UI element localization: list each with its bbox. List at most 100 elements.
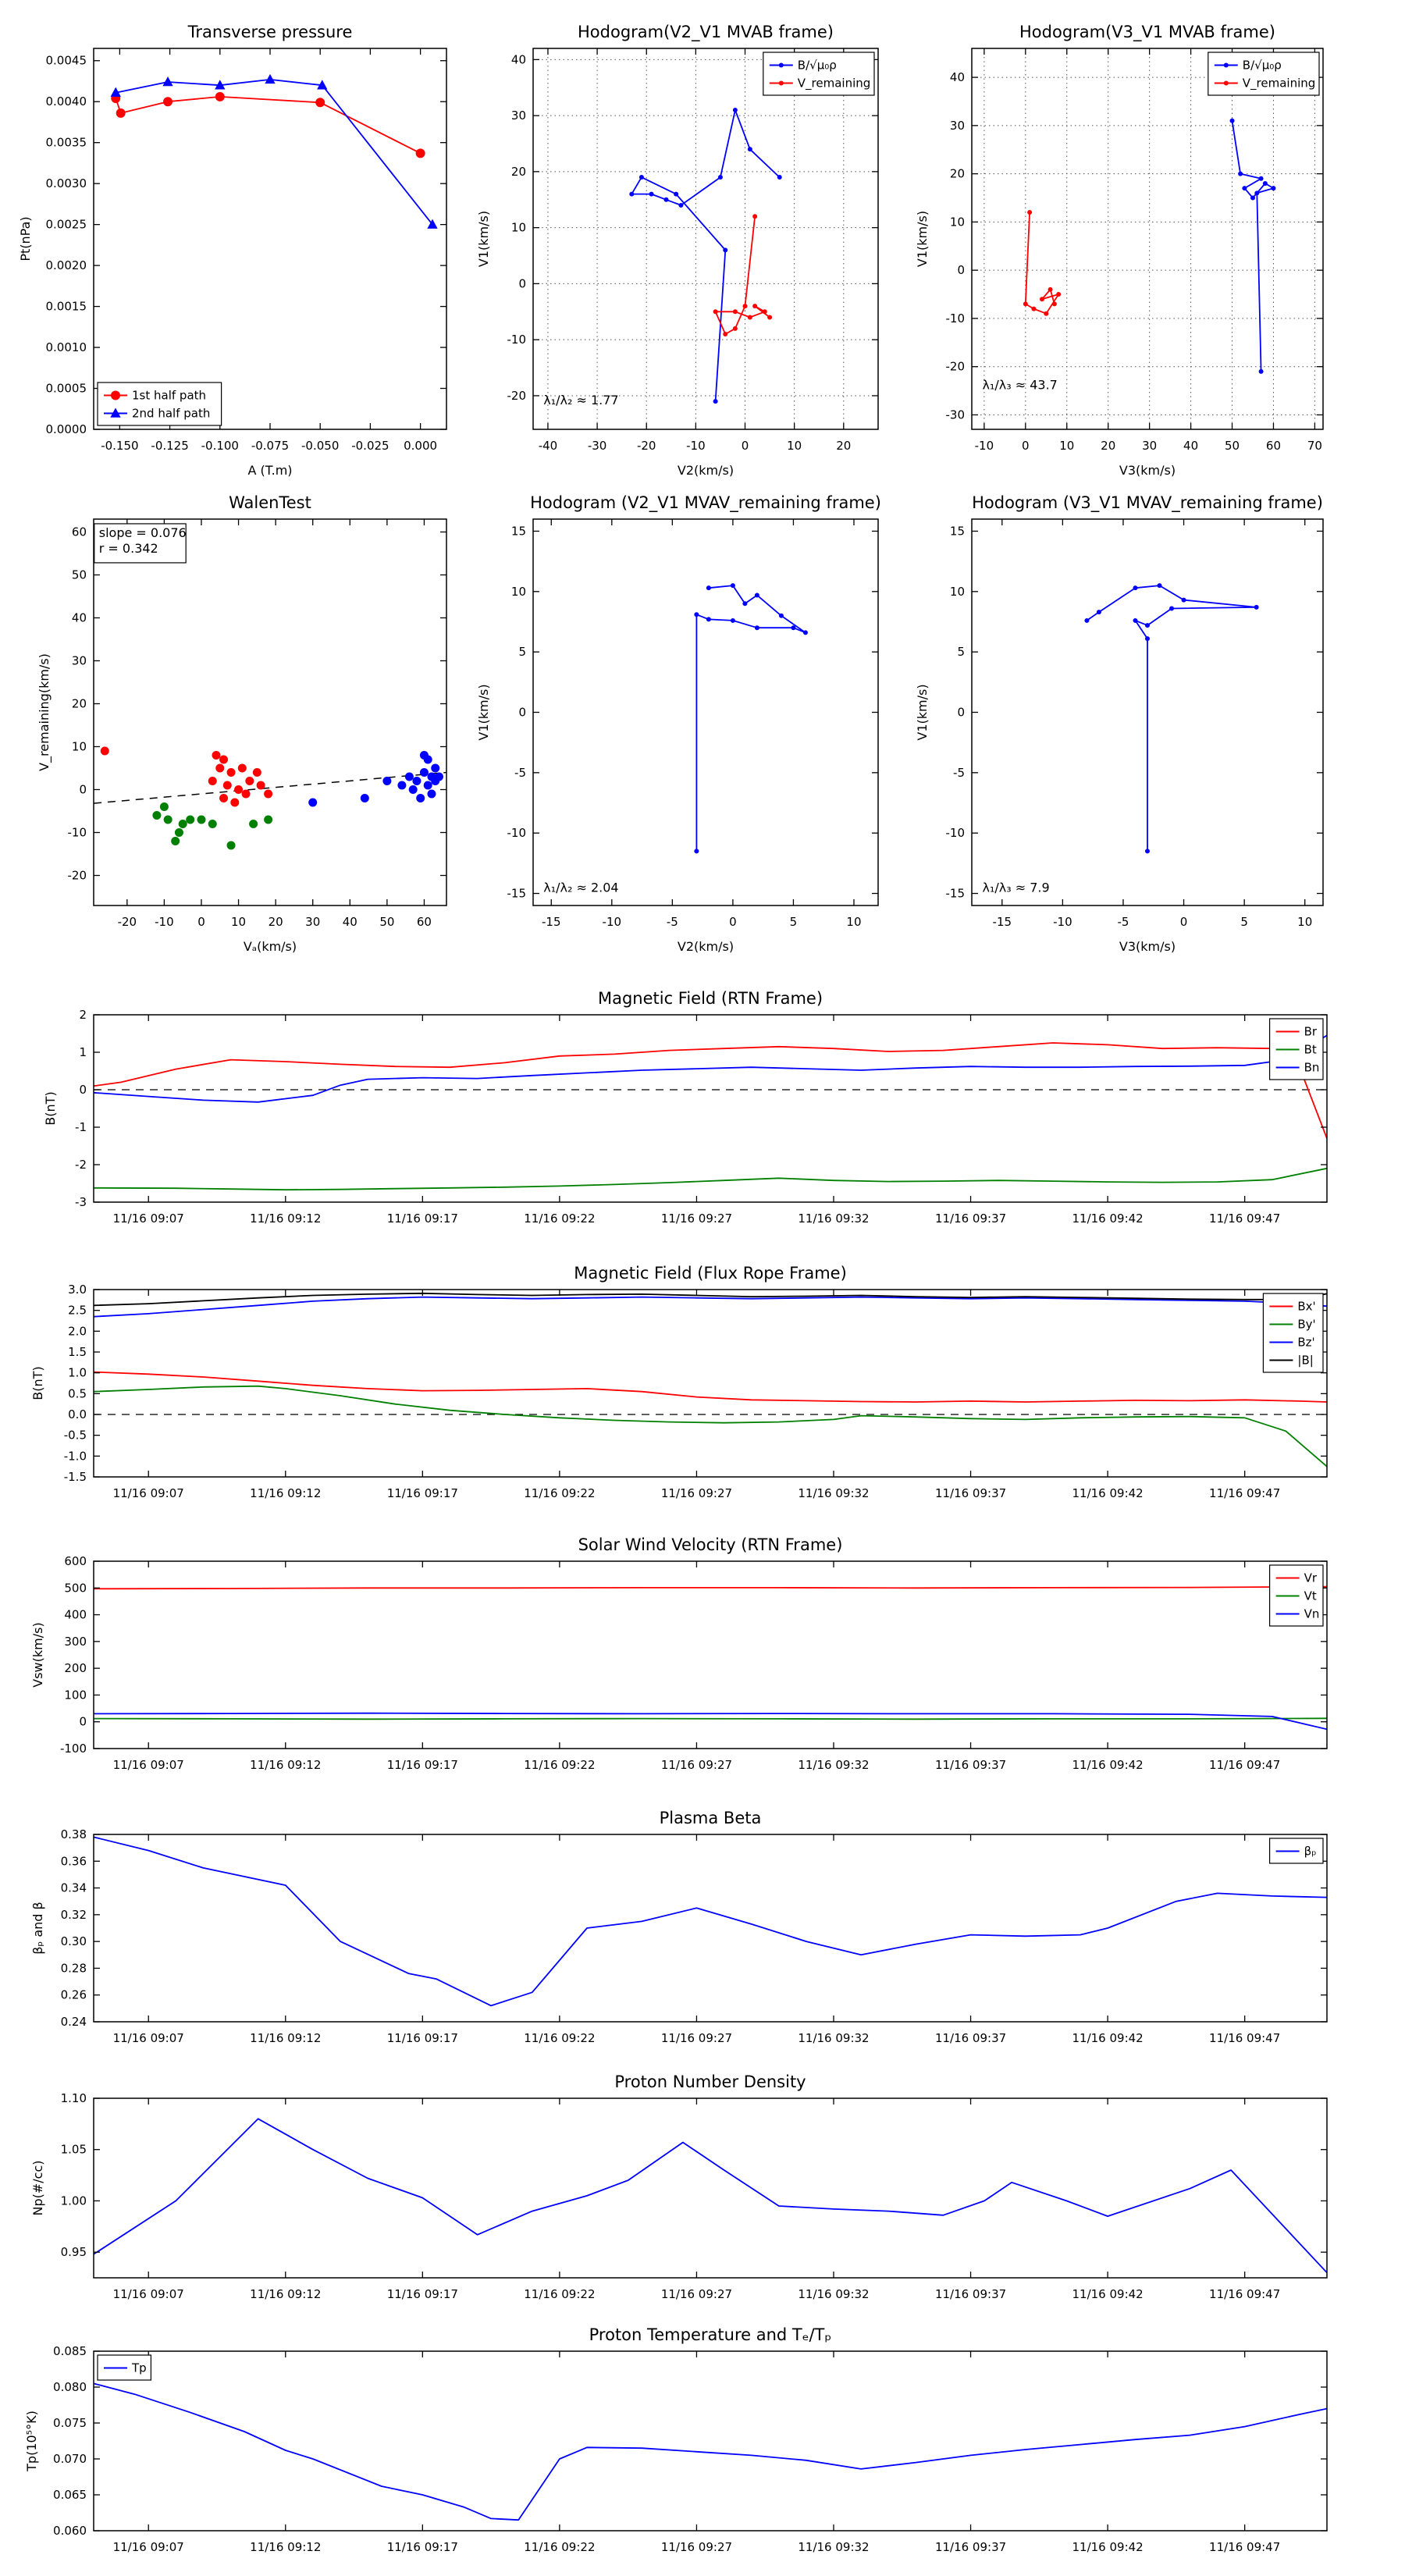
x-tick-label: 11/16 09:22 [524,1212,595,1226]
x-tick-label: 10 [846,915,861,929]
annotation: λ₁/λ₃ ≈ 43.7 [983,378,1058,393]
x-tick-label: 11/16 09:12 [250,1758,321,1772]
y-tick-label: -1.0 [64,1449,87,1463]
x-axis-label: V2(km/s) [678,463,734,478]
y-tick-label: 10 [950,585,965,599]
y-tick-label: 2.5 [68,1304,87,1318]
x-tick-label: 0 [729,915,737,929]
y-tick-label: -5 [953,766,965,780]
x-tick-label: 11/16 09:37 [935,1486,1006,1500]
y-tick-label: 1.00 [61,2194,87,2208]
panel-title: Plasma Beta [660,1809,762,1827]
x-tick-label: 11/16 09:17 [387,1212,458,1226]
legend-label: |B| [1297,1354,1313,1368]
legend: Br Bt Bn [1268,1018,1324,1080]
x-tick-label: -10 [155,915,174,929]
y-tick-label: -3 [75,1195,87,1209]
x-tick-label: 11/16 09:37 [935,2031,1006,2045]
x-tick-label: 11/16 09:27 [661,1212,732,1226]
y-tick-label: 0.26 [61,1988,87,2002]
y-tick-label: -1 [75,1120,87,1134]
y-tick-label: 1.5 [68,1345,87,1359]
y-tick-label: 400 [64,1608,87,1622]
x-tick-label: 10 [1297,915,1312,929]
series-fit-line [94,771,446,804]
y-axis-label: V1(km/s) [915,211,930,267]
panel-title: Magnetic Field (Flux Rope Frame) [574,1264,847,1283]
x-tick-label: 11/16 09:42 [1072,1758,1143,1772]
legend-label: V_remaining [798,76,871,91]
y-tick-label: -30 [946,407,966,422]
x-tick-label: -30 [588,439,607,453]
y-tick-label: 10 [511,221,526,235]
x-tick-label: 11/16 09:17 [387,2540,458,2554]
y-tick-label: -5 [514,766,526,780]
x-tick-label: 0 [742,439,749,453]
y-axis-label: V_remaining(km/s) [37,653,52,771]
x-tick-label: -0.100 [201,439,239,453]
series-Vn [94,1712,1327,1731]
y-tick-label: -20 [507,389,527,403]
x-tick-label: 11/16 09:27 [661,1486,732,1500]
y-axis-label: V1(km/s) [915,684,930,740]
legend-label: By' [1297,1318,1315,1332]
legend: B/√μ₀ρ V_remaining [763,52,875,96]
series-first-half-path [111,91,425,158]
x-tick-label: 11/16 09:07 [113,1758,184,1772]
series-B-magnitude [94,1292,1327,1307]
y-tick-label: 40 [72,611,87,625]
x-tick-label: 11/16 09:32 [798,2031,869,2045]
y-tick-label: 0.0015 [46,300,87,314]
x-tick-label: 11/16 09:07 [113,2287,184,2301]
y-tick-label: -0.5 [64,1429,87,1443]
y-tick-label: 0.0030 [46,176,87,190]
x-tick-label: -20 [118,915,137,929]
x-tick-label: -0.075 [251,439,289,453]
y-tick-label: 0.38 [61,1827,87,1841]
x-tick-label: -5 [1117,915,1129,929]
x-axis-label: V2(km/s) [678,939,734,954]
legend-label: βₚ [1304,1845,1317,1859]
panel-title: Proton Number Density [614,2073,806,2091]
x-tick-label: -0.125 [151,439,188,453]
legend-label: Bx' [1297,1300,1315,1314]
panel-title: WalenTest [229,493,311,512]
legend-label: 2nd half path [132,407,210,421]
x-tick-label: 40 [343,915,357,929]
series-By-prime [94,1385,1327,1468]
panel-title: Hodogram (V2_V1 MVAV_remaining frame) [530,493,881,513]
y-tick-label: 15 [511,524,526,538]
y-tick-label: 1.05 [61,2143,87,2157]
x-tick-label: 11/16 09:12 [250,1212,321,1226]
series-Bt [94,1167,1327,1191]
x-tick-label: 20 [1101,439,1115,453]
series-Vr [94,1585,1327,1590]
x-tick-label: 10 [1059,439,1074,453]
x-tick-label: -20 [637,439,656,453]
y-tick-label: 0 [957,706,965,720]
y-tick-label: 0.0020 [46,258,87,272]
y-tick-label: 50 [72,568,87,582]
x-tick-label: 11/16 09:12 [250,2540,321,2554]
legend: 1st half path 2nd half path [97,382,222,426]
y-tick-label: 0.34 [61,1881,87,1895]
annotation-box [94,523,187,564]
series-Np [94,2118,1327,2274]
panel-title: Proton Temperature and Tₑ/Tₚ [589,2325,832,2344]
series-scatter-green [152,802,273,850]
panel-title: Magnetic Field (RTN Frame) [598,989,823,1008]
y-tick-label: 0.95 [61,2245,87,2259]
series-beta-p [94,1836,1327,2007]
y-tick-label: 0 [957,263,965,277]
y-tick-label: 200 [64,1661,87,1675]
series-scatter-red [100,746,273,807]
y-axis-label: V1(km/s) [476,684,491,740]
x-tick-label: 11/16 09:47 [1209,2540,1280,2554]
